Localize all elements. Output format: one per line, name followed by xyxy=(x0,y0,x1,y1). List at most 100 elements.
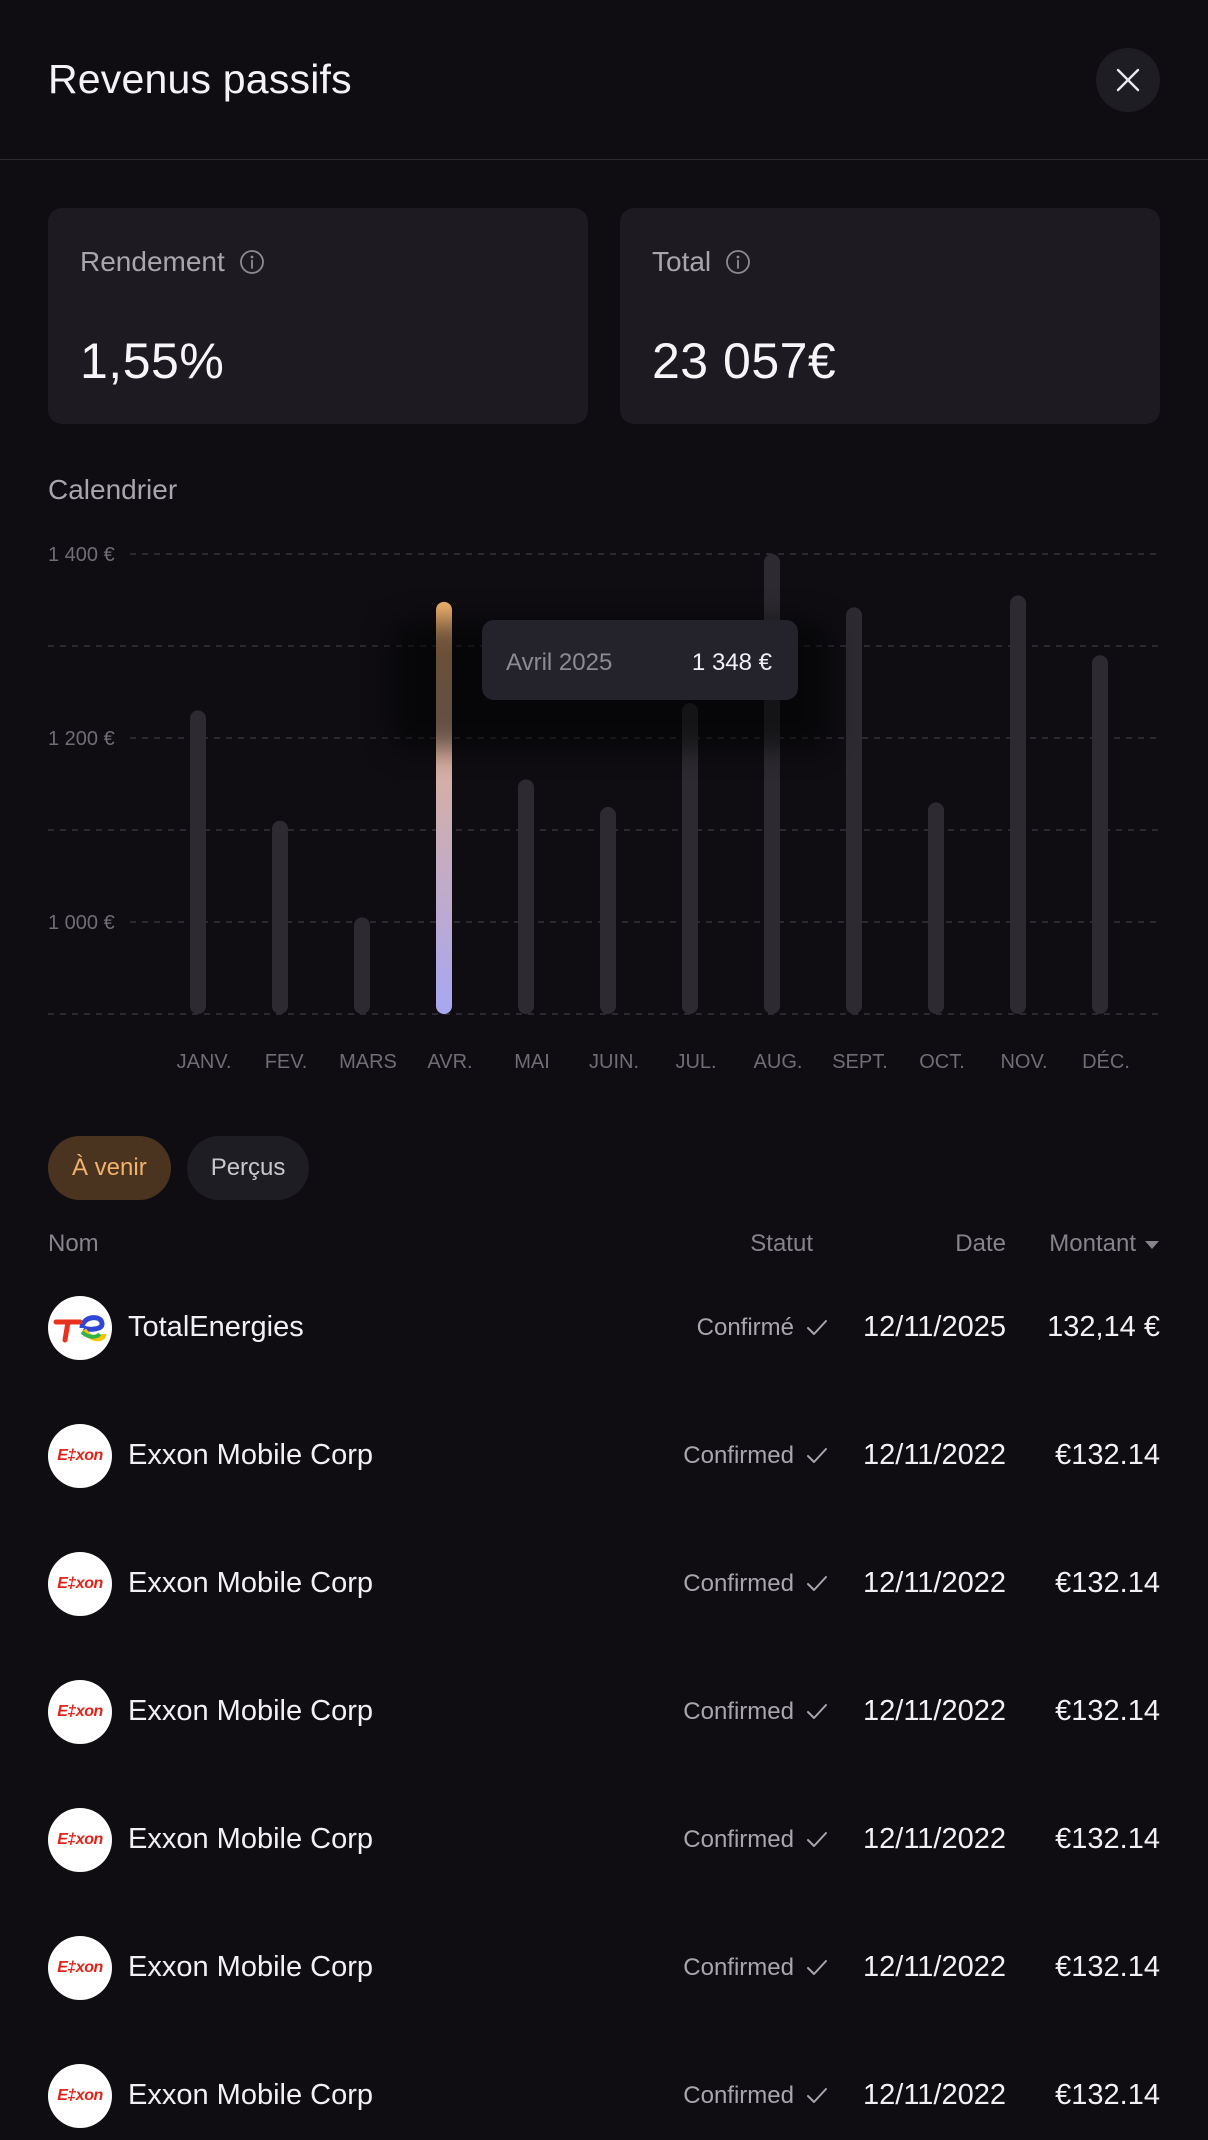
company-name: Exxon Mobile Corp xyxy=(128,1823,373,1855)
company-name: Exxon Mobile Corp xyxy=(128,1567,373,1599)
column-status[interactable]: Statut xyxy=(750,1230,813,1257)
tab-received[interactable]: Perçus xyxy=(186,1136,310,1200)
payment-date: 12/11/2022 xyxy=(863,1823,1006,1855)
check-icon xyxy=(807,1576,827,1591)
y-tick-label: 1 200 € xyxy=(48,728,115,750)
payment-amount: €132.14 xyxy=(1055,1823,1160,1855)
bar-oct[interactable] xyxy=(928,802,944,1014)
table-row[interactable]: E‡xon Exxon Mobile Corp Confirmed 12/11/202… xyxy=(0,1904,1208,2032)
status-badge: Confirmé xyxy=(697,1314,828,1342)
exxon-logo-text: E‡xon xyxy=(57,1831,103,1848)
status-text: Confirmed xyxy=(683,1698,794,1725)
column-name[interactable]: Nom xyxy=(48,1230,99,1257)
column-date[interactable]: Date xyxy=(955,1230,1006,1257)
company-logo: E‡xon xyxy=(48,2064,112,2128)
status-badge: Confirmed xyxy=(683,1698,828,1726)
x-tick-label: MAI xyxy=(514,1051,550,1073)
company-logo: E‡xon xyxy=(48,1936,112,2000)
status-text: Confirmed xyxy=(683,1954,794,1981)
total-label: Total xyxy=(652,246,712,277)
bar-janv[interactable] xyxy=(190,710,206,1014)
page-title: Revenus passifs xyxy=(48,56,352,102)
payment-date: 12/11/2022 xyxy=(863,2079,1006,2111)
company-name: Exxon Mobile Corp xyxy=(128,1439,373,1471)
company-logo: E‡xon xyxy=(48,1808,112,1872)
bar-fev[interactable] xyxy=(272,820,288,1014)
status-text: Confirmed xyxy=(683,1442,794,1469)
column-amount: Montant xyxy=(1049,1230,1136,1257)
x-tick-label: MARS xyxy=(339,1051,397,1073)
caret-down-icon xyxy=(1145,1240,1159,1249)
x-tick-label: NOV. xyxy=(1000,1051,1047,1073)
bar-jul[interactable] xyxy=(682,703,698,1014)
x-tick-label: FEV. xyxy=(265,1051,308,1073)
bar-mars[interactable] xyxy=(354,917,370,1014)
bar-juin[interactable] xyxy=(600,807,616,1014)
table-header: Nom Statut Date Montant xyxy=(0,1230,1208,1270)
table-row[interactable]: E‡xon Exxon Mobile Corp Confirmed 12/11/202… xyxy=(0,1392,1208,1520)
calendar-title: Calendrier xyxy=(48,474,178,505)
totalenergies-logo-icon xyxy=(53,1315,107,1343)
status-text: Confirmed xyxy=(683,1826,794,1853)
table-row[interactable]: E‡xon Exxon Mobile Corp Confirmed 12/11/202… xyxy=(0,2032,1208,2140)
close-icon xyxy=(1116,68,1140,92)
yield-value: 1,55% xyxy=(80,333,225,389)
check-icon xyxy=(807,1960,827,1975)
company-name: Exxon Mobile Corp xyxy=(128,1695,373,1727)
bar-mai[interactable] xyxy=(518,779,534,1014)
tooltip-label: Avril 2025 xyxy=(506,649,612,676)
payment-amount: €132.14 xyxy=(1055,1439,1160,1471)
status-text: Confirmed xyxy=(683,1570,794,1597)
bar-déc[interactable] xyxy=(1092,655,1108,1014)
table-row[interactable]: E‡xon Exxon Mobile Corp Confirmed 12/11/202… xyxy=(0,1520,1208,1648)
status-badge: Confirmed xyxy=(683,1954,828,1982)
payment-amount: €132.14 xyxy=(1055,1695,1160,1727)
payment-date: 12/11/2022 xyxy=(863,1695,1006,1727)
company-logo xyxy=(48,1296,112,1360)
x-tick-label: JUL. xyxy=(675,1051,716,1073)
table-row[interactable]: E‡xon Exxon Mobile Corp Confirmed 12/11/202… xyxy=(0,1648,1208,1776)
exxon-logo-text: E‡xon xyxy=(57,1703,103,1720)
exxon-logo-text: E‡xon xyxy=(57,1575,103,1592)
payment-amount: €132.14 xyxy=(1055,1951,1160,1983)
chart-tooltip xyxy=(482,620,798,700)
company-name: TotalEnergies xyxy=(128,1311,304,1343)
column-amount-sort[interactable]: Montant xyxy=(1049,1230,1160,1258)
exxon-logo-text: E‡xon xyxy=(57,2087,103,2104)
bar-sept[interactable] xyxy=(846,607,862,1014)
x-tick-label: DÉC. xyxy=(1082,1050,1130,1073)
x-tick-label: SEPT. xyxy=(832,1051,888,1073)
tab-upcoming[interactable]: À venir xyxy=(48,1136,171,1200)
exxon-logo-text: E‡xon xyxy=(57,1447,103,1464)
payment-amount: €132.14 xyxy=(1055,2079,1160,2111)
payment-date: 12/11/2022 xyxy=(863,1951,1006,1983)
info-icon[interactable] xyxy=(725,249,751,275)
payment-amount: 132,14 € xyxy=(1047,1311,1160,1343)
x-tick-label: JUIN. xyxy=(589,1051,639,1073)
check-icon xyxy=(807,1320,827,1335)
payment-date: 12/11/2022 xyxy=(863,1567,1006,1599)
table-row[interactable]: TotalEnergies Confirmé 12/11/2025 132,14 € xyxy=(0,1264,1208,1392)
y-tick-label: 1 400 € xyxy=(48,544,115,566)
info-icon[interactable] xyxy=(239,249,265,275)
check-icon xyxy=(807,1832,827,1847)
status-text: Confirmé xyxy=(696,1314,794,1341)
check-icon xyxy=(807,2088,827,2103)
exxon-logo-text: E‡xon xyxy=(57,1959,103,1976)
y-tick-label: 1 000 € xyxy=(48,912,115,934)
modal-header: Revenus passifs xyxy=(0,0,1208,160)
bar-nov[interactable] xyxy=(1010,595,1026,1014)
yield-card: Rendement 1,55% xyxy=(48,208,588,424)
payment-amount: €132.14 xyxy=(1055,1567,1160,1599)
table-row[interactable]: E‡xon Exxon Mobile Corp Confirmed 12/11/202… xyxy=(0,1776,1208,1904)
company-name: Exxon Mobile Corp xyxy=(128,1951,373,1983)
x-tick-label: OCT. xyxy=(919,1051,965,1073)
payment-date: 12/11/2025 xyxy=(863,1311,1006,1343)
status-badge: Confirmed xyxy=(683,1826,828,1854)
tooltip-value: 1 348 € xyxy=(692,649,773,676)
yield-label: Rendement xyxy=(80,246,225,277)
status-badge: Confirmed xyxy=(683,1570,828,1598)
close-button[interactable] xyxy=(1096,48,1160,112)
company-logo: E‡xon xyxy=(48,1680,112,1744)
total-value: 23 057€ xyxy=(652,333,837,389)
